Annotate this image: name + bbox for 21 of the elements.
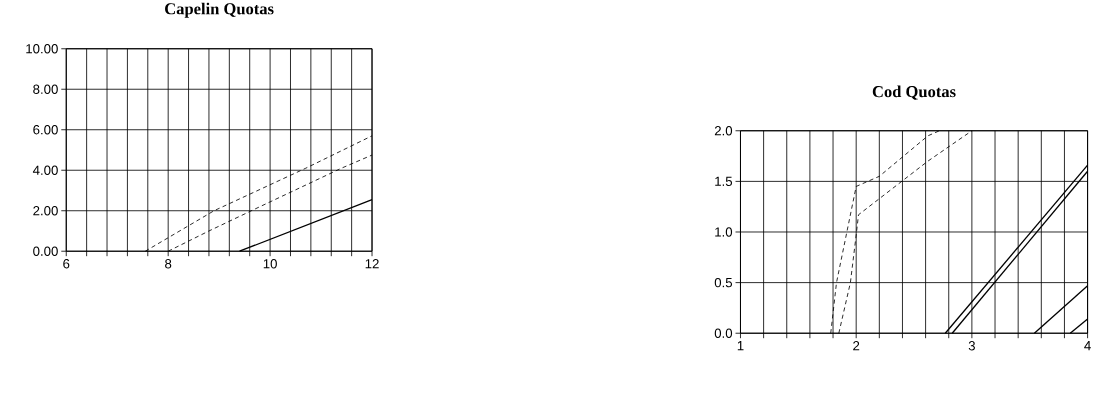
x-tick-label: 12 (365, 259, 379, 269)
x-tick-label: 3 (968, 341, 975, 351)
x-tick-label: 10 (263, 259, 277, 269)
x-tick-label: 8 (165, 259, 172, 269)
y-tick-label: 2.0 (714, 125, 733, 136)
y-tick-label: 1.5 (715, 176, 733, 186)
x-tick-label: 6 (63, 259, 70, 269)
x-tick-label: 1 (737, 341, 744, 351)
chart-title: Cod Quotas (872, 85, 956, 100)
x-tick-label: 2 (853, 341, 860, 351)
y-tick-label: 8.00 (33, 84, 58, 94)
y-tick-label: 4.00 (32, 165, 58, 175)
y-tick-label: 10.00 (26, 43, 58, 54)
y-tick-label: 0.0 (714, 328, 733, 338)
y-tick-label: 2.00 (33, 205, 58, 216)
y-tick-label: 0.00 (33, 246, 58, 256)
y-tick-label: 0.5 (714, 277, 733, 288)
y-tick-label: 1.0 (715, 227, 733, 237)
x-tick-label: 4 (1084, 341, 1091, 351)
y-tick-label: 6.00 (33, 124, 58, 135)
chart-title: Capelin Quotas (165, 2, 274, 18)
